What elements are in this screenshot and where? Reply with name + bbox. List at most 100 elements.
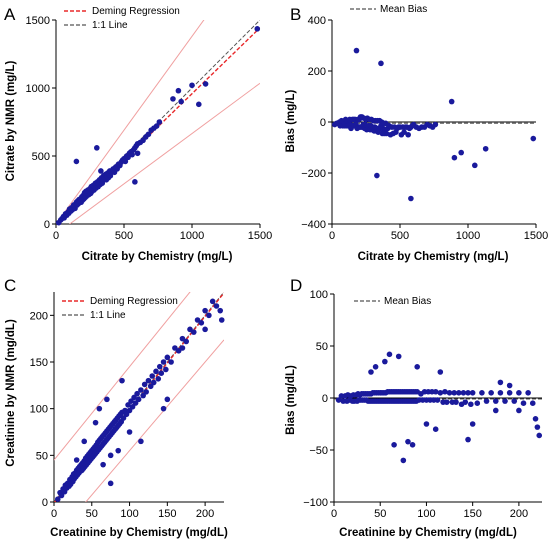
data-points xyxy=(54,298,225,503)
data-point xyxy=(458,149,465,156)
data-point xyxy=(460,390,467,396)
panel-letter: C xyxy=(4,276,16,295)
data-point xyxy=(453,399,459,405)
x-tick-label: 500 xyxy=(115,230,133,242)
data-point xyxy=(218,317,225,323)
data-point xyxy=(465,390,471,396)
x-tick-label: 0 xyxy=(331,508,337,520)
data-point xyxy=(472,162,478,169)
y-axis-label: Bias (mg/L) xyxy=(285,90,297,153)
data-point xyxy=(497,379,504,386)
data-point xyxy=(474,400,481,407)
data-point xyxy=(115,447,122,454)
data-point xyxy=(451,390,457,396)
data-points xyxy=(331,47,537,202)
data-point xyxy=(469,390,476,396)
data-point xyxy=(147,383,154,390)
data-point xyxy=(160,405,167,412)
x-tick-label: 150 xyxy=(463,508,481,520)
data-point xyxy=(156,119,163,125)
data-point xyxy=(409,442,416,448)
data-point xyxy=(353,47,360,54)
y-tick-label: 200 xyxy=(308,66,326,78)
data-point xyxy=(536,432,543,439)
data-point xyxy=(213,303,220,309)
data-point xyxy=(335,397,342,403)
data-point xyxy=(468,401,474,408)
y-tick-label: 0 xyxy=(322,393,328,405)
data-point xyxy=(155,376,162,382)
data-point xyxy=(378,60,384,67)
y-tick-label: 100 xyxy=(30,404,48,416)
data-point xyxy=(100,461,106,468)
data-point xyxy=(530,135,537,142)
data-point xyxy=(164,354,171,361)
data-point xyxy=(143,389,149,395)
x-tick-label: 50 xyxy=(86,508,98,520)
data-point xyxy=(488,390,494,396)
data-point xyxy=(374,172,380,179)
x-tick-label: 150 xyxy=(158,508,176,520)
data-point xyxy=(492,398,499,404)
data-point xyxy=(129,404,136,410)
data-point xyxy=(170,96,176,102)
data-point xyxy=(511,398,518,404)
x-tick-label: 200 xyxy=(196,508,214,520)
data-point xyxy=(520,400,527,407)
data-point xyxy=(442,388,448,395)
data-point xyxy=(386,351,393,358)
y-tick-label: 0 xyxy=(320,117,326,129)
panel-d: 0 50 100 150 200 −100 −50 0 50 100 D Creatinine b… xyxy=(285,276,543,539)
y-tick-label: 150 xyxy=(30,357,48,369)
data-point xyxy=(153,123,160,129)
data-point xyxy=(506,382,513,389)
data-point xyxy=(104,396,110,403)
data-point xyxy=(372,364,379,370)
y-tick-label: 0 xyxy=(44,219,50,231)
data-points xyxy=(335,351,543,464)
x-tick-label: 200 xyxy=(510,508,528,520)
y-tick-label: 1000 xyxy=(26,83,50,95)
y-tick-label: 50 xyxy=(36,450,48,462)
panel-c: 0 50 100 150 200 0 50 100 150 200 C Creatinine by… xyxy=(4,276,228,539)
data-point xyxy=(209,298,216,305)
plot-area: 0 500 1000 1500 0 500 1000 1500 xyxy=(26,15,273,242)
data-point xyxy=(448,98,455,105)
x-tick-label: 0 xyxy=(51,508,57,520)
data-point xyxy=(132,179,138,185)
y-tick-label: 50 xyxy=(316,341,328,353)
data-point xyxy=(126,429,133,435)
data-point xyxy=(183,338,190,345)
data-point xyxy=(94,145,100,151)
data-point xyxy=(163,366,169,373)
confidence-band-upper xyxy=(54,292,191,461)
legend-label-mean-bias: Mean Bias xyxy=(380,4,427,15)
panel-letter: D xyxy=(290,276,302,295)
y-axis-label: Creatinine by NMR (mg/dL) xyxy=(5,319,17,467)
y-tick-label: −100 xyxy=(303,497,328,509)
data-point xyxy=(129,151,135,158)
legend-label-identity: 1:1 Line xyxy=(90,310,126,321)
data-point xyxy=(96,405,103,412)
data-point xyxy=(202,307,208,314)
data-point xyxy=(81,438,88,445)
data-point xyxy=(456,390,462,396)
data-point xyxy=(189,82,195,89)
data-point xyxy=(134,150,141,157)
data-point xyxy=(198,320,205,326)
legend-label-identity: 1:1 Line xyxy=(92,20,128,31)
data-point xyxy=(120,415,127,421)
data-point xyxy=(92,419,99,426)
data-point xyxy=(434,397,441,403)
panel-letter: B xyxy=(290,5,301,24)
data-point xyxy=(107,452,114,459)
y-axis-label: Bias (mg/dL) xyxy=(285,365,297,435)
data-point xyxy=(190,329,197,335)
data-point xyxy=(506,390,513,396)
legend-label-mean-bias: Mean Bias xyxy=(384,296,431,307)
data-point xyxy=(150,379,157,386)
data-point xyxy=(138,438,144,445)
plot-area: 0 50 100 150 200 0 50 100 150 200 xyxy=(30,292,225,520)
data-point xyxy=(160,359,167,365)
data-point xyxy=(532,416,539,422)
